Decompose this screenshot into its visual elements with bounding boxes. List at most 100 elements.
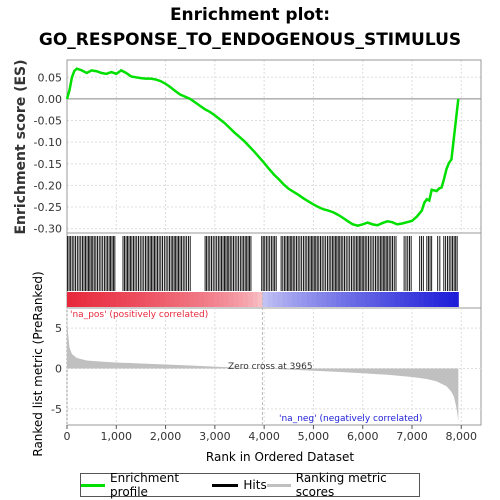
zero-cross-label: Zero cross at 3965 <box>228 362 313 372</box>
color-bar-cell <box>125 292 132 307</box>
color-bar-cell <box>243 292 249 307</box>
color-bar-cell <box>409 292 415 307</box>
x-tick-label: 3,000 <box>199 430 231 443</box>
color-bar-cell <box>287 292 293 307</box>
color-bar-cell <box>433 292 440 307</box>
metric-y-tick-label: 5 <box>55 322 62 335</box>
chart-title-line1: Enrichment plot: <box>170 5 330 25</box>
x-tick-label: 0 <box>64 430 71 443</box>
color-bar-cell <box>145 292 151 307</box>
enrichment-profile-line <box>65 67 460 227</box>
color-bar-cell <box>199 292 205 307</box>
color-bar-cell <box>262 292 269 307</box>
color-bar-cell <box>365 292 371 307</box>
color-bar-cell <box>159 292 166 307</box>
color-bar-cell <box>428 292 435 307</box>
hits-swatch-icon <box>212 483 239 487</box>
color-bar-cell <box>238 292 244 307</box>
color-bar-cell <box>301 292 308 307</box>
color-bar-cell <box>331 292 337 307</box>
color-bar-cell <box>389 292 396 307</box>
color-bar-cell <box>380 292 386 307</box>
color-bar-cell <box>194 292 200 307</box>
legend-item-hits: Hits <box>212 478 267 492</box>
color-bar-cell <box>345 292 352 307</box>
color-bar-cell <box>360 292 366 307</box>
color-bar-cell <box>218 292 225 307</box>
es-axis-label: Enrichment score (ES) <box>13 59 29 234</box>
color-bar-cell <box>370 292 376 307</box>
color-bar-cell <box>404 292 410 307</box>
es-y-tick-label: 0.05 <box>38 71 63 84</box>
color-bar-cell <box>130 292 136 307</box>
es-panel-frame <box>66 59 482 234</box>
x-tick-label: 7,000 <box>396 430 428 443</box>
color-bar-cell <box>419 292 425 307</box>
color-bar-cell <box>71 292 78 307</box>
color-bar-cell <box>443 292 450 307</box>
enrichment-swatch-icon <box>81 483 106 487</box>
es-y-tick-label: -0.05 <box>34 115 62 128</box>
x-tick-label: 1,000 <box>101 430 133 443</box>
color-bar-cell <box>316 292 322 307</box>
color-bar-cell <box>394 292 401 307</box>
color-bar-cell <box>296 292 303 307</box>
es-y-tick-label: -0.10 <box>34 136 62 149</box>
x-axis-label: Rank in Ordered Dataset <box>206 450 354 464</box>
color-bar-cell <box>311 292 317 307</box>
es-y-tick-label: 0.00 <box>38 93 63 106</box>
hits-marks <box>67 236 458 291</box>
color-bar-cell <box>150 292 156 307</box>
color-bar-cell <box>86 292 92 307</box>
es-y-tick-label: -0.20 <box>34 179 62 192</box>
color-bar-cell <box>81 292 88 307</box>
neg-correlated-label: 'na_neg' (negatively correlated) <box>279 414 422 424</box>
color-bar-cell <box>169 292 176 307</box>
es-y-tick-label: -0.30 <box>34 223 62 236</box>
color-bar-cell <box>384 292 391 307</box>
color-bar-cell <box>438 292 445 307</box>
color-bar-cell <box>91 292 97 307</box>
x-tick-label: 8,000 <box>446 430 478 443</box>
color-bar-cell <box>252 292 259 307</box>
color-bar-cell <box>115 292 122 307</box>
metric-y-axis: 5 0 -5 <box>51 322 62 416</box>
color-bar-cell <box>76 292 83 307</box>
color-bar-cell <box>228 292 234 307</box>
color-bar-cell <box>282 292 288 307</box>
legend-enrichment-label: Enrichment profile <box>110 471 180 499</box>
color-bar-cell <box>184 292 190 307</box>
color-bar-cell <box>277 292 283 307</box>
color-bar-cell <box>208 292 215 307</box>
color-bar-cell <box>247 292 254 307</box>
color-bar-cell <box>292 292 298 307</box>
color-bar-cell <box>306 292 313 307</box>
legend-item-metric: Ranking metric scores <box>266 471 419 499</box>
x-tick-label: 6,000 <box>347 430 379 443</box>
color-bar-cell <box>174 292 181 307</box>
color-bar-cell <box>155 292 161 307</box>
color-bar-cell <box>179 292 185 307</box>
chart-title-line2: GO_RESPONSE_TO_ENDOGENOUS_STIMULUS <box>39 30 461 50</box>
es-y-tick-label: -0.15 <box>34 158 62 171</box>
color-bar-cell <box>257 292 264 307</box>
color-bar-cell <box>223 292 229 307</box>
color-bar-cell <box>355 292 361 307</box>
legend-metric-label: Ranking metric scores <box>295 471 387 499</box>
pos-correlated-label: 'na_pos' (positively correlated) <box>70 310 208 320</box>
color-bar-cell <box>106 292 112 307</box>
metric-axis-label: Ranked list metric (PreRanked) <box>31 271 45 456</box>
color-bar-cell <box>67 292 73 307</box>
color-bar-cell <box>213 292 220 307</box>
color-bar-cell <box>350 292 357 307</box>
legend-hits-label: Hits <box>243 478 267 492</box>
color-bar-cell <box>448 292 454 307</box>
color-bar-cell <box>340 292 347 307</box>
color-bar-cell <box>164 292 171 307</box>
es-y-axis: 0.05 0.00 -0.05 -0.10 -0.15 -0.20 -0.25 -0.30 <box>34 71 62 235</box>
color-bar-cell <box>424 292 430 307</box>
color-bar-cell <box>336 292 342 307</box>
color-bar-cell <box>203 292 210 307</box>
es-y-tick-label: -0.25 <box>34 201 62 214</box>
